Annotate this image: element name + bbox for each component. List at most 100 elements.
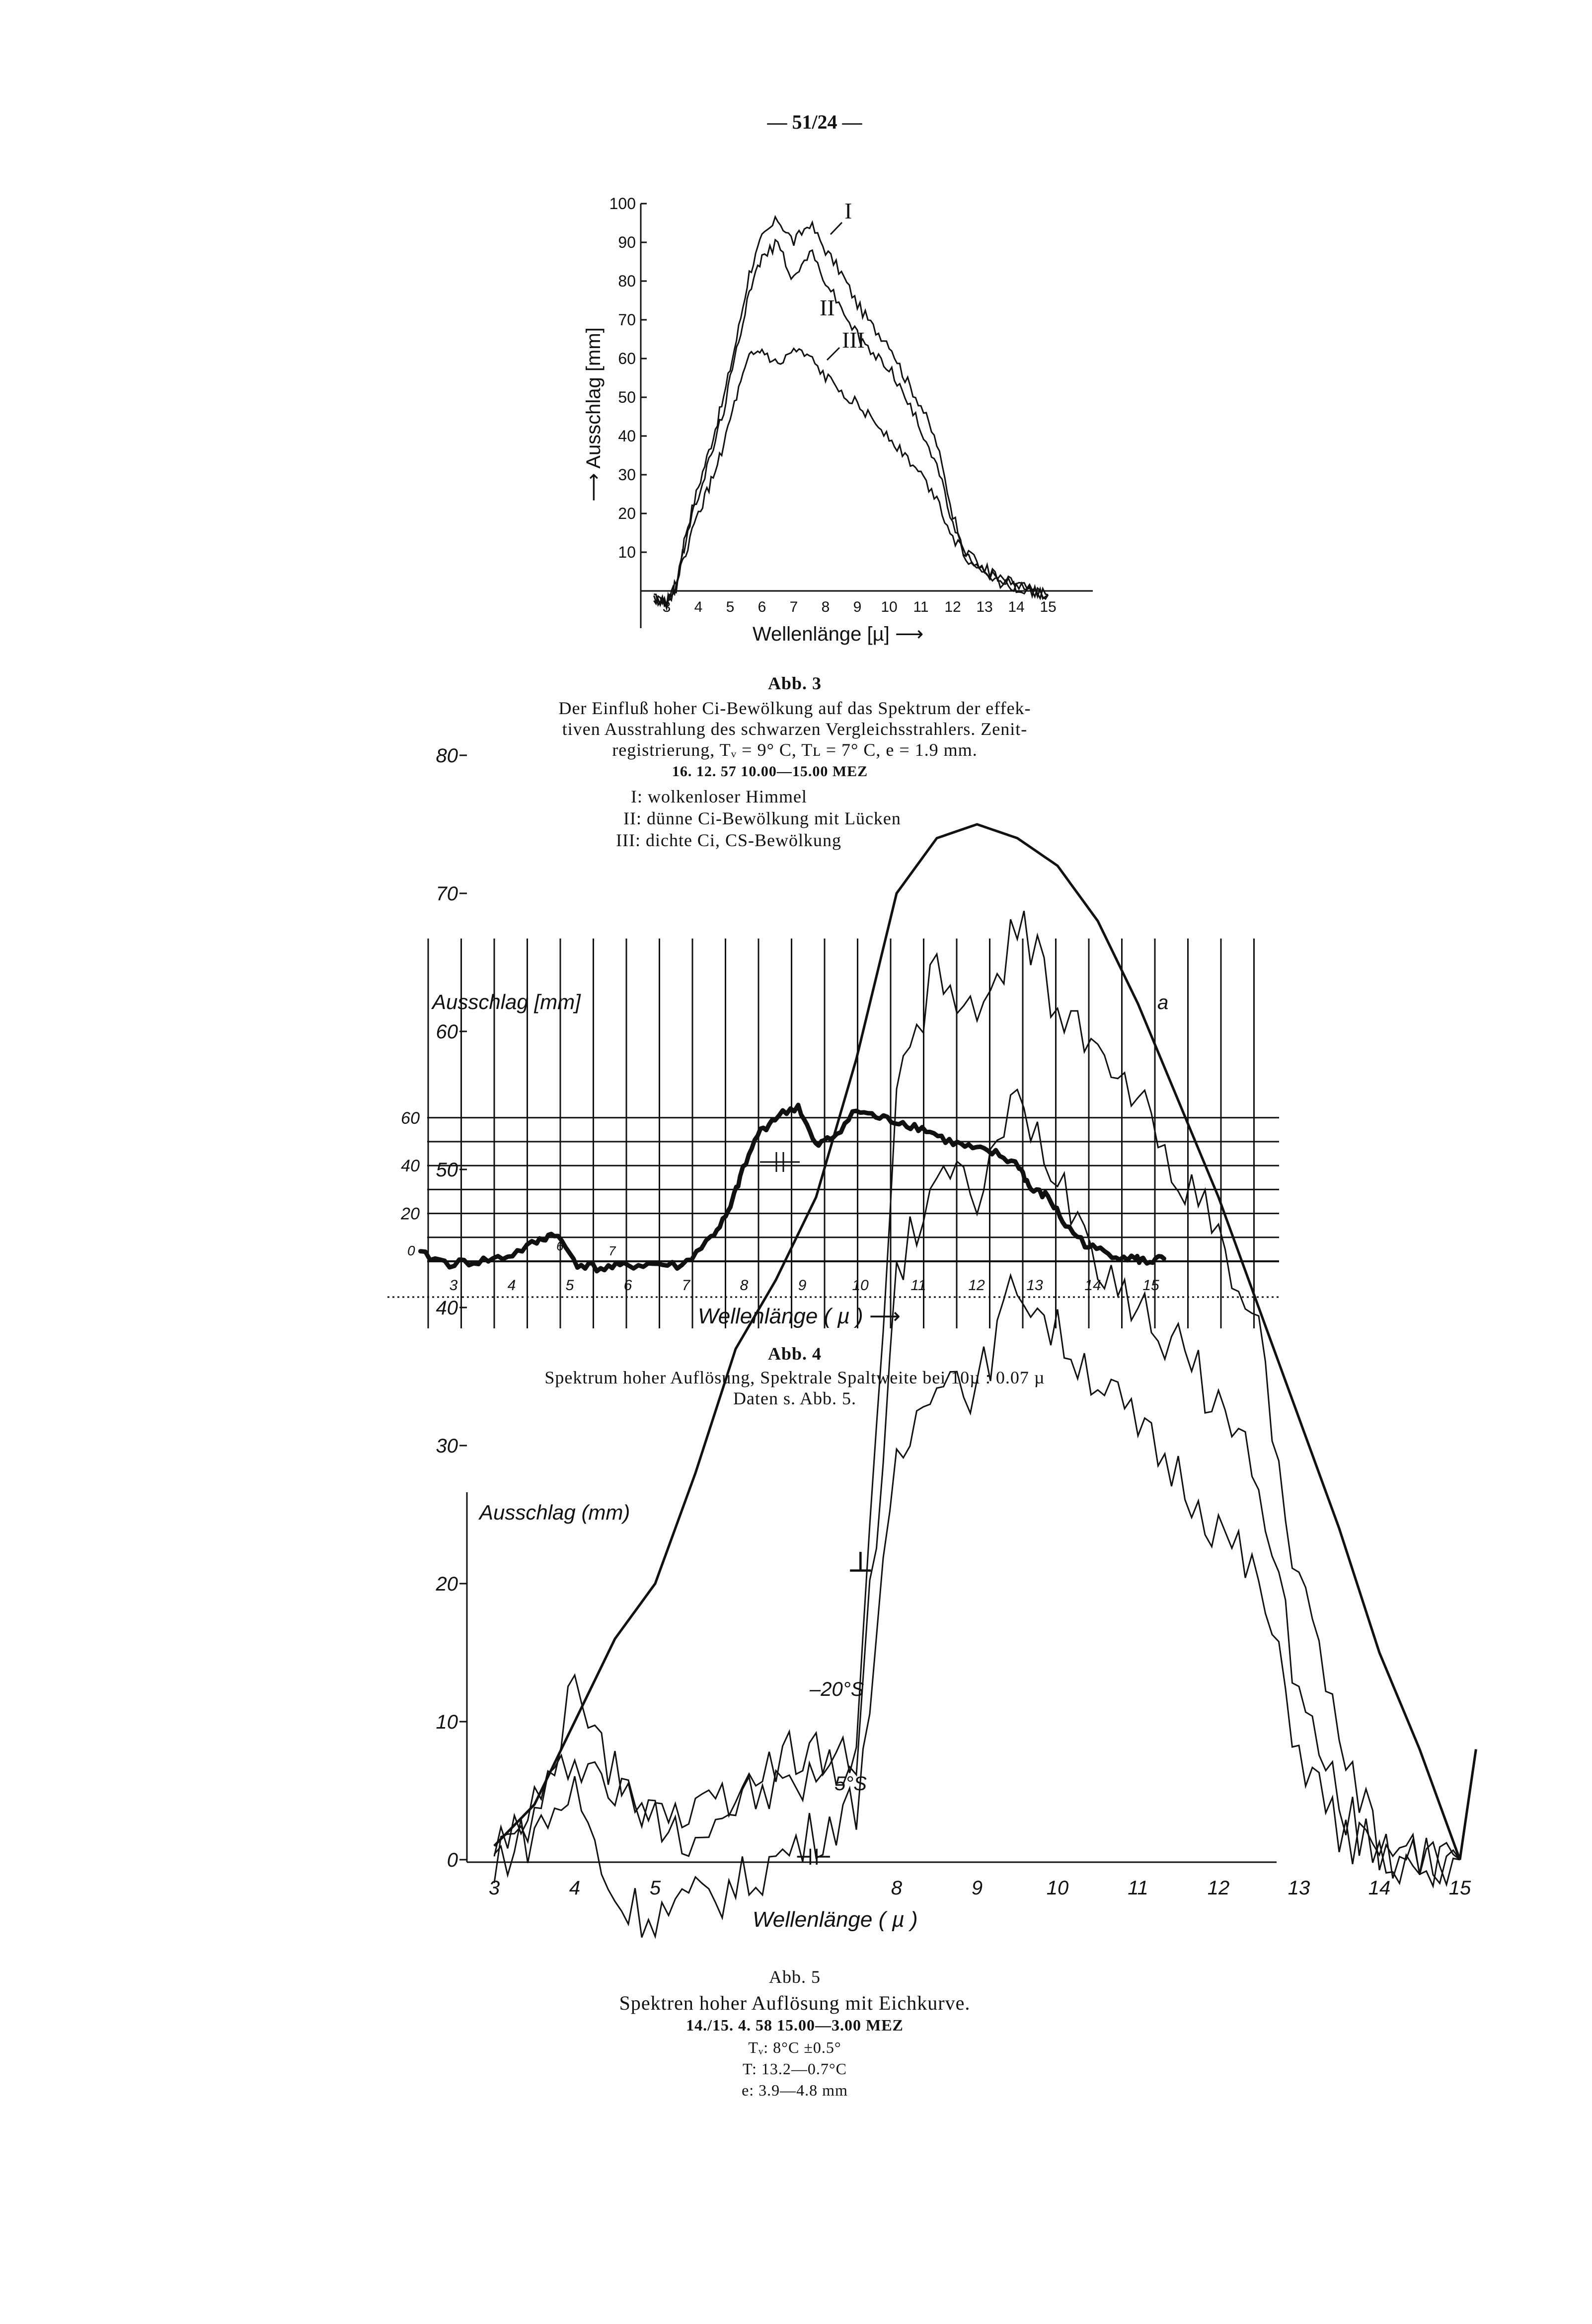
fig4-data-point bbox=[722, 1215, 727, 1220]
fig4-data-point bbox=[1115, 1256, 1120, 1261]
fig4-data-point bbox=[596, 1267, 601, 1272]
fig4-data-point bbox=[1068, 1227, 1073, 1232]
fig4-data-point bbox=[627, 1263, 632, 1268]
fig4-data-point bbox=[1052, 1206, 1057, 1211]
fig4-data-point bbox=[751, 1143, 756, 1148]
fig4-data-point bbox=[635, 1263, 640, 1268]
fig4-data-point bbox=[687, 1257, 692, 1262]
fig4-data-point bbox=[845, 1118, 850, 1123]
fig4-data-point bbox=[979, 1145, 984, 1149]
fig4-data-point bbox=[657, 1262, 662, 1267]
fig4-data-point bbox=[543, 1237, 548, 1242]
fig4-data-point bbox=[926, 1130, 931, 1134]
fig4-data-point bbox=[484, 1257, 489, 1262]
fig4-data-point bbox=[539, 1237, 544, 1242]
fig4-data-point bbox=[652, 1261, 657, 1266]
fig4-data-point bbox=[580, 1264, 585, 1269]
fig4-data-point bbox=[878, 1116, 883, 1121]
fig4-data-point bbox=[514, 1248, 519, 1253]
fig4-data-point bbox=[996, 1152, 1001, 1157]
fig4-data-point bbox=[602, 1267, 606, 1272]
fig4-data-point bbox=[905, 1125, 910, 1130]
fig4-data-point bbox=[1146, 1260, 1151, 1265]
fig4-x-tick-label: 7 bbox=[682, 1277, 691, 1294]
fig4-data-point bbox=[950, 1141, 955, 1146]
fig4-data-point bbox=[758, 1126, 763, 1131]
fig4-data-point bbox=[599, 1266, 604, 1271]
fig4-data-point bbox=[954, 1140, 959, 1145]
fig4-data-point bbox=[443, 1259, 448, 1264]
fig4-data-point bbox=[749, 1147, 754, 1152]
fig4-data-point bbox=[1000, 1155, 1004, 1160]
fig4-data-point bbox=[686, 1257, 691, 1262]
fig4-data-point bbox=[1054, 1205, 1059, 1210]
fig4-data-point bbox=[1097, 1245, 1102, 1250]
fig4-data-point bbox=[993, 1148, 998, 1153]
fig3-x-tick-label: 4 bbox=[694, 599, 703, 615]
fig4-caption-line2: Daten s. Abb. 5. bbox=[733, 1388, 856, 1408]
fig4-data-point bbox=[749, 1148, 754, 1153]
fig5-caption-line4: T: 13.2—0.7°C bbox=[743, 2060, 847, 2078]
fig4-data-point bbox=[845, 1119, 849, 1124]
fig4-data-point bbox=[743, 1162, 748, 1167]
fig4-data-point bbox=[929, 1130, 934, 1135]
fig4-data-point bbox=[733, 1187, 738, 1192]
fig4-data-point bbox=[1045, 1193, 1050, 1198]
fig4-data-point bbox=[857, 1110, 862, 1115]
fig4-data-point bbox=[1048, 1199, 1053, 1204]
fig4-data-point bbox=[907, 1126, 911, 1131]
fig3-y-tick-label: 30 bbox=[618, 466, 636, 484]
fig4-data-point bbox=[999, 1154, 1003, 1159]
fig4-data-point bbox=[744, 1162, 749, 1167]
fig3-y-tick-label: 10 bbox=[618, 543, 636, 561]
fig4-data-point bbox=[728, 1205, 733, 1210]
fig4-data-point bbox=[633, 1265, 638, 1270]
fig4-data-point bbox=[974, 1145, 979, 1150]
fig4-data-point bbox=[563, 1245, 568, 1250]
fig4-data-point bbox=[1060, 1218, 1064, 1223]
fig4-data-point bbox=[774, 1116, 779, 1121]
fig4-data-point bbox=[1094, 1246, 1099, 1251]
fig4-data-point bbox=[777, 1112, 782, 1117]
fig3-caption-line2: tiven Ausstrahlung des schwarzen Verglei… bbox=[562, 719, 1028, 739]
fig4-data-point bbox=[1157, 1254, 1162, 1259]
fig4-data-point bbox=[855, 1109, 860, 1114]
fig4-data-point bbox=[1104, 1250, 1109, 1255]
fig4-data-point bbox=[1048, 1198, 1053, 1203]
fig4-data-point bbox=[818, 1140, 823, 1145]
fig4-data-point bbox=[844, 1120, 848, 1125]
fig4-data-point bbox=[892, 1121, 897, 1126]
fig4-data-point bbox=[1023, 1178, 1028, 1183]
fig4-data-point bbox=[819, 1139, 824, 1144]
fig4-data-point bbox=[1060, 1219, 1065, 1224]
fig4-data-point bbox=[743, 1162, 747, 1167]
fig4-data-point bbox=[975, 1145, 980, 1150]
fig4-data-point bbox=[991, 1150, 996, 1155]
fig4-data-point bbox=[891, 1120, 896, 1125]
fig4-data-point bbox=[917, 1128, 922, 1132]
fig4-data-point bbox=[634, 1264, 639, 1269]
fig4-data-point bbox=[923, 1129, 928, 1134]
fig4-data-point bbox=[771, 1118, 776, 1123]
fig4-data-point bbox=[1090, 1242, 1095, 1247]
fig4-data-point bbox=[945, 1138, 950, 1143]
fig4-data-point bbox=[1082, 1245, 1087, 1250]
fig5-x-axis-title: Wellenlänge ( µ ) bbox=[753, 1907, 918, 1932]
fig4-data-point bbox=[569, 1253, 574, 1258]
fig4-data-point bbox=[834, 1132, 838, 1137]
fig4-data-point bbox=[1031, 1189, 1036, 1194]
fig3-caption-line1: Der Einfluß hoher Ci-Bewölkung auf das S… bbox=[558, 698, 1031, 718]
fig4-data-point bbox=[570, 1254, 575, 1259]
fig4-data-point bbox=[969, 1145, 974, 1150]
fig4-data-point bbox=[1092, 1244, 1097, 1249]
fig4-data-point bbox=[499, 1255, 504, 1260]
fig4-data-point bbox=[566, 1248, 571, 1253]
fig4-data-point bbox=[1090, 1242, 1095, 1247]
fig4-data-point bbox=[445, 1262, 450, 1266]
fig4-data-point bbox=[1017, 1166, 1022, 1171]
fig4-data-point bbox=[850, 1109, 855, 1114]
fig4-data-point bbox=[573, 1261, 578, 1266]
fig4-data-point bbox=[463, 1259, 468, 1264]
fig4-data-point bbox=[718, 1224, 723, 1229]
